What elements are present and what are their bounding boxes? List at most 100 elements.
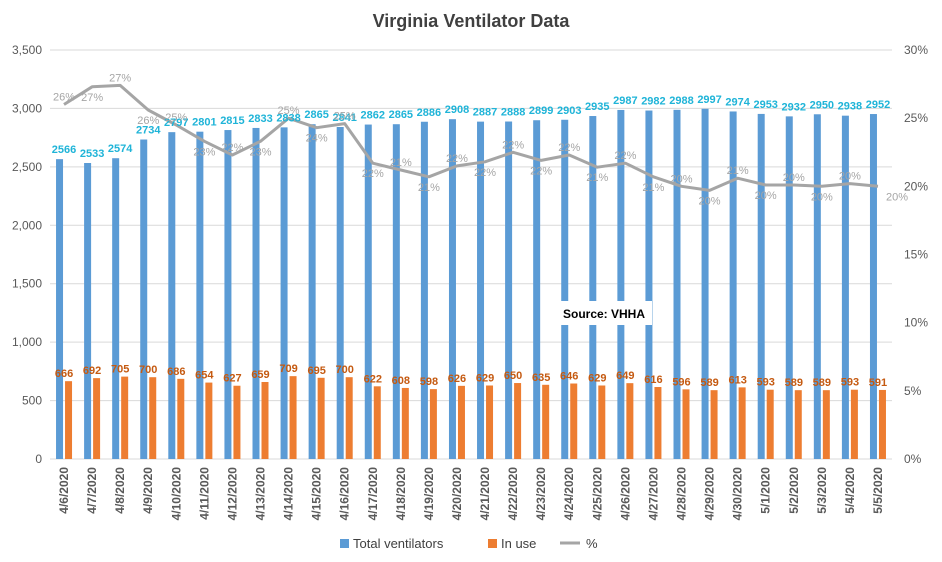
x-tick-label: 4/17/2020 — [366, 467, 380, 521]
x-tick-label: 4/30/2020 — [731, 467, 745, 521]
data-label-percent: 21% — [642, 182, 664, 194]
data-label-in-use: 666 — [55, 368, 73, 380]
bar-in-use — [682, 389, 690, 459]
bar-total-ventilators — [140, 139, 148, 459]
data-labels-in-use: 666 692 705 700 686 654 627 659 709 695 700 622 608 5… — [55, 363, 887, 389]
y-left-tick-label: 0 — [35, 452, 42, 466]
y-axis-left: 0 500 1,000 1,500 2,000 2,500 3,000 3,500 — [12, 43, 42, 466]
bar-total-ventilators — [336, 127, 344, 460]
data-label-percent: 22% — [558, 142, 580, 154]
data-label-in-use: 608 — [392, 375, 410, 387]
bar-total-ventilators — [392, 124, 400, 459]
bar-in-use — [93, 378, 101, 459]
bar-total-ventilators — [813, 114, 821, 460]
bar-in-use — [542, 384, 550, 459]
bar-total-ventilators — [420, 121, 428, 460]
bar-total-ventilators — [785, 116, 793, 460]
data-label-total: 2974 — [725, 96, 750, 108]
data-label-percent: 20% — [783, 172, 805, 184]
y-left-tick-label: 3,000 — [12, 101, 42, 115]
legend-label: In use — [501, 536, 536, 551]
y-left-tick-label: 3,500 — [12, 43, 42, 57]
data-label-percent: 24% — [306, 133, 328, 145]
x-tick-label: 4/21/2020 — [478, 467, 492, 521]
data-label-percent: 27% — [109, 72, 131, 84]
x-tick-label: 5/2/2020 — [787, 467, 801, 514]
data-label-percent: 25% — [278, 105, 300, 117]
bar-in-use — [429, 389, 437, 459]
legend-swatch — [488, 539, 497, 548]
data-label-in-use: 705 — [111, 364, 129, 376]
data-label-in-use: 627 — [223, 373, 241, 385]
data-label-total: 2865 — [389, 109, 413, 121]
percent-line — [63, 83, 879, 192]
x-tick-label: 4/6/2020 — [57, 467, 71, 514]
data-label-total: 2833 — [248, 113, 272, 125]
x-tick-label: 4/7/2020 — [85, 467, 99, 514]
bar-in-use — [261, 381, 269, 459]
bar-in-use — [514, 383, 522, 459]
data-label-percent: 22% — [502, 139, 524, 151]
data-label-in-use: 686 — [167, 366, 185, 378]
data-label-in-use: 659 — [251, 369, 269, 381]
y-right-tick-label: 0% — [904, 452, 922, 466]
x-tick-label: 4/9/2020 — [141, 467, 155, 514]
bar-in-use — [457, 385, 465, 459]
data-label-in-use: 635 — [532, 372, 550, 384]
legend: Total ventilators In use% — [340, 536, 598, 551]
data-label-in-use: 700 — [139, 364, 157, 376]
data-label-total: 2987 — [613, 95, 637, 107]
data-label-total: 2950 — [810, 99, 834, 111]
y-left-tick-label: 500 — [22, 394, 42, 408]
data-label-in-use: 593 — [757, 377, 775, 389]
data-label-percent: 22% — [221, 142, 243, 154]
data-label-percent: 21% — [418, 182, 440, 194]
bar-in-use — [486, 385, 494, 459]
y-axis-right: 0% 5% 10% 15% 20% 25% 30% — [904, 43, 928, 466]
bar-in-use — [289, 376, 297, 459]
y-left-tick-label: 2,500 — [12, 160, 42, 174]
data-label-percent: 22% — [474, 167, 496, 179]
data-label-percent: 20% — [839, 171, 861, 183]
data-label-percent: 23% — [249, 146, 271, 158]
bar-total-ventilators — [589, 116, 597, 459]
data-label-in-use: 616 — [644, 374, 662, 386]
data-label-total: 2815 — [220, 115, 244, 127]
x-tick-label: 4/8/2020 — [113, 467, 127, 514]
bar-total-ventilators — [448, 119, 456, 459]
data-label-percent: 23% — [193, 146, 215, 158]
bar-in-use — [738, 387, 746, 459]
x-axis: 4/6/2020 4/7/2020 4/8/2020 4/9/2020 4/10/202… — [57, 467, 885, 521]
data-label-in-use: 629 — [588, 372, 606, 384]
data-label-in-use: 589 — [700, 377, 718, 389]
x-tick-label: 4/10/2020 — [169, 467, 183, 521]
bar-total-ventilators — [168, 132, 176, 459]
data-label-total: 2953 — [753, 99, 777, 111]
data-label-in-use: 649 — [616, 370, 634, 382]
data-label-in-use: 593 — [841, 377, 859, 389]
bar-total-ventilators — [112, 158, 120, 459]
bar-total-ventilators — [561, 119, 569, 459]
data-label-total: 2997 — [697, 94, 721, 106]
data-label-total: 2887 — [473, 107, 497, 119]
x-tick-label: 4/14/2020 — [282, 467, 296, 521]
y-right-tick-label: 10% — [904, 316, 928, 330]
data-label-in-use: 629 — [476, 372, 494, 384]
y-right-tick-label: 15% — [904, 248, 928, 262]
data-label-in-use: 622 — [364, 373, 382, 385]
data-label-in-use: 709 — [279, 363, 297, 375]
bar-in-use — [121, 376, 129, 459]
bar-in-use — [177, 378, 185, 459]
data-label-in-use: 692 — [83, 365, 101, 377]
data-label-in-use: 591 — [869, 377, 887, 389]
data-label-percent: 20% — [699, 195, 721, 207]
bar-in-use — [233, 385, 241, 459]
data-label-total: 2935 — [585, 101, 609, 113]
x-tick-label: 4/27/2020 — [646, 467, 660, 521]
data-label-total: 2938 — [838, 101, 862, 113]
bar-total-ventilators — [477, 121, 485, 460]
bar-in-use — [822, 390, 830, 459]
data-label-percent: 21% — [586, 172, 608, 184]
